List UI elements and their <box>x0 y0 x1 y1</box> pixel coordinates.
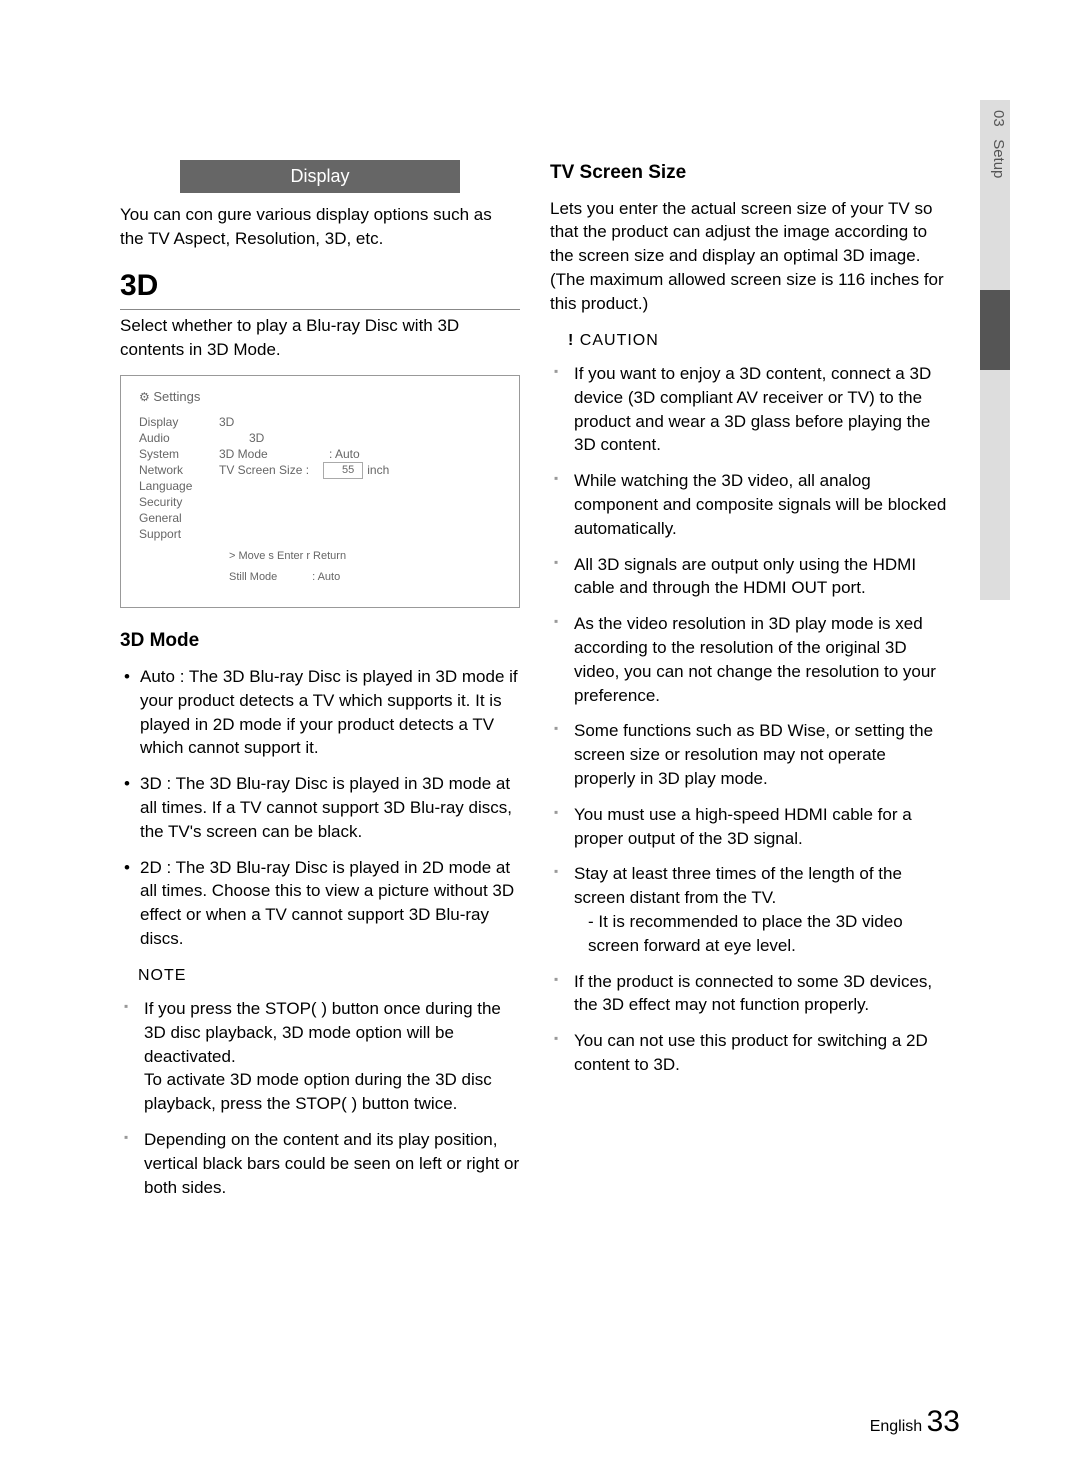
settings-title-text: Settings <box>153 389 200 404</box>
chapter-number: 03 <box>990 110 1007 127</box>
note-label: NOTE <box>138 965 520 987</box>
page-footer: English 33 <box>870 1405 960 1439</box>
panel-3d: 3D <box>219 414 234 431</box>
settings-footer-2: Still Mode : Auto <box>139 570 501 585</box>
panel-sub-3d: 3D <box>219 430 264 447</box>
footer-page-number: 33 <box>927 1405 960 1438</box>
caution-3: All 3D signals are output only using the… <box>554 553 950 601</box>
nav-system: System <box>139 446 219 463</box>
caution-6: You must use a high-speed HDMI cable for… <box>554 803 950 851</box>
caution-2: While watching the 3D video, all analog … <box>554 469 950 540</box>
mode-3d: 3D : The 3D Blu-ray Disc is played in 3D… <box>124 772 520 843</box>
display-section-heading: Display <box>180 160 460 193</box>
mode-auto: Auto : The 3D Blu-ray Disc is played in … <box>124 665 520 760</box>
caution-7: Stay at least three times of the length … <box>554 862 950 957</box>
caution-1: If you want to enjoy a 3D content, conne… <box>554 362 950 457</box>
mode-value: : Auto <box>329 446 360 463</box>
caution-5: Some functions such as BD Wise, or setti… <box>554 719 950 790</box>
note-1: If you press the STOP( ) button once dur… <box>124 997 520 1116</box>
nav-network: Network <box>139 462 219 479</box>
settings-panel: 3D 3D 3D Mode : Auto TV Screen Size : 55… <box>219 415 389 543</box>
mode-label: 3D Mode <box>219 446 329 463</box>
screen-unit: inch <box>367 462 389 479</box>
settings-screenshot: ⚙ Settings Display Audio System Network … <box>120 375 520 608</box>
note-list: If you press the STOP( ) button once dur… <box>120 997 520 1199</box>
caution-7-sub: - It is recommended to place the 3D vide… <box>574 910 950 958</box>
caution-9: You can not use this product for switchi… <box>554 1029 950 1077</box>
side-tab-label: 03 Setup <box>990 110 1007 178</box>
caution-list: If you want to enjoy a 3D content, conne… <box>550 362 950 1077</box>
display-intro: You can con gure various display options… <box>120 203 520 251</box>
chapter-title: Setup <box>990 139 1007 178</box>
caution-label: CAUTION <box>568 330 950 352</box>
side-tab-marker <box>980 290 1010 370</box>
mode-2d: 2D : The 3D Blu-ray Disc is played in 2D… <box>124 856 520 951</box>
mode-list: Auto : The 3D Blu-ray Disc is played in … <box>120 665 520 951</box>
settings-footer-1: > Move s Enter r Return <box>139 549 501 564</box>
nav-general: General <box>139 510 219 527</box>
still-mode-label: Still Mode <box>229 570 309 585</box>
nav-display: Display <box>139 414 219 431</box>
caution-7-text: Stay at least three times of the length … <box>574 864 902 907</box>
caution-4: As the video resolution in 3D play mode … <box>554 612 950 707</box>
heading-3d-mode: 3D Mode <box>120 628 520 655</box>
still-mode-value: : Auto <box>312 571 340 583</box>
footer-lang: English <box>870 1418 922 1435</box>
tv-desc: Lets you enter the actual screen size of… <box>550 197 950 316</box>
heading-tv-screen-size: TV Screen Size <box>550 160 950 187</box>
note-2: Depending on the content and its play po… <box>124 1128 520 1199</box>
right-column: TV Screen Size Lets you enter the actual… <box>550 100 950 1211</box>
left-column: Display You can con gure various display… <box>120 100 520 1211</box>
screen-value: 55 <box>323 462 363 479</box>
settings-nav-list: Display Audio System Network Language Se… <box>139 415 219 543</box>
desc-3d: Select whether to play a Blu-ray Disc wi… <box>120 314 520 362</box>
nav-language: Language <box>139 478 219 495</box>
nav-security: Security <box>139 494 219 511</box>
screen-label: TV Screen Size : <box>219 462 319 479</box>
settings-title: ⚙ Settings <box>139 388 501 406</box>
caution-8: If the product is connected to some 3D d… <box>554 970 950 1018</box>
gear-icon: ⚙ <box>139 390 150 404</box>
nav-support: Support <box>139 526 219 543</box>
heading-3d: 3D <box>120 265 520 310</box>
nav-audio: Audio <box>139 430 219 447</box>
